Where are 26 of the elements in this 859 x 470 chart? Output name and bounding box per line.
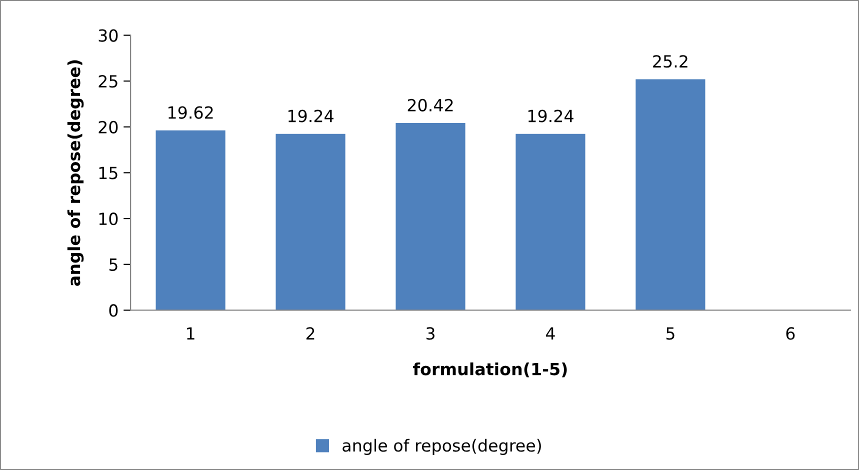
y-tick-label: 15 (99, 166, 118, 180)
y-tick-label: 5 (109, 258, 118, 271)
bar (156, 130, 226, 310)
data-label: 19.62 (168, 106, 213, 119)
x-tick-label: 4 (546, 327, 555, 340)
y-axis-title: angle of repose(degree) (67, 60, 84, 286)
x-axis-title: formulation(1-5) (413, 362, 567, 378)
data-label: 20.42 (408, 98, 453, 112)
y-tick-label: 30 (98, 29, 118, 42)
bar (516, 134, 586, 310)
bar (276, 134, 346, 310)
y-tick-label: 25 (98, 75, 118, 88)
data-label: 19.24 (528, 110, 574, 122)
x-tick-label: 5 (666, 327, 674, 340)
legend-label: angle of repose(degree) (342, 438, 541, 455)
data-label: 25.2 (653, 55, 688, 68)
bar (396, 123, 466, 310)
x-tick-label: 1 (187, 327, 194, 340)
x-tick-label: 6 (786, 327, 795, 340)
x-tick-label: 3 (426, 327, 434, 340)
y-tick-label: 10 (99, 212, 118, 226)
x-tick-label: 2 (306, 327, 314, 340)
bar (636, 79, 706, 310)
data-label: 19.24 (288, 110, 334, 122)
y-tick-label: 20 (98, 120, 118, 134)
y-tick-label: 0 (109, 304, 118, 317)
